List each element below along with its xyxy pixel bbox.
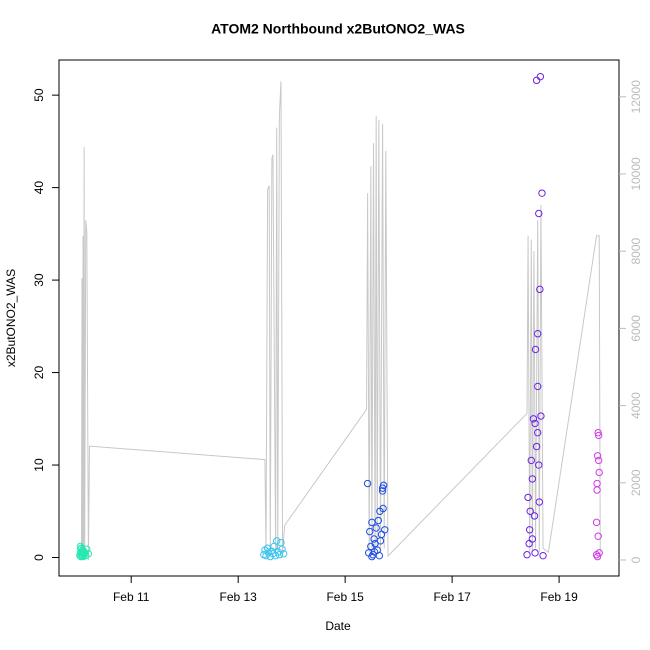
data-point: [523, 551, 531, 559]
data-point: [536, 285, 544, 294]
data-point: [527, 456, 535, 465]
data-point: [379, 504, 387, 513]
data-point: [272, 537, 281, 545]
data-point: [531, 345, 540, 354]
data-point: [537, 412, 545, 420]
data-point: [532, 442, 541, 451]
x-tick-label: Feb 17: [433, 590, 471, 604]
y-tick-label: 40: [32, 181, 46, 195]
y-tick-label: 0: [32, 554, 46, 561]
data-point: [375, 551, 384, 560]
y-tick-label: 30: [32, 273, 46, 287]
data-point: [594, 532, 602, 540]
y2-tick-label: 4000: [629, 392, 643, 419]
data-point: [526, 507, 534, 515]
data-point: [370, 535, 378, 543]
altitude-line: [80, 81, 601, 560]
data-point: [595, 468, 603, 477]
data-point: [534, 428, 542, 437]
y-tick-label: 10: [32, 458, 46, 472]
data-point: [525, 526, 534, 534]
data-point: [538, 189, 546, 197]
data-point: [368, 518, 376, 527]
data-point: [594, 431, 603, 440]
data-point: [84, 550, 93, 558]
y-axis-label: x2ButONO2_WAS: [4, 269, 18, 367]
data-point: [535, 209, 543, 218]
y2-tick-label: 2000: [629, 469, 643, 496]
data-point: [379, 481, 388, 490]
data-point: [536, 72, 545, 81]
data-point: [524, 493, 532, 502]
data-point: [531, 419, 539, 428]
data-point: [528, 535, 537, 543]
data-point: [528, 475, 537, 483]
data-point: [593, 479, 601, 488]
data-point: [531, 549, 539, 557]
data-point: [534, 330, 542, 338]
data-point: [595, 549, 603, 557]
data-point: [534, 382, 542, 391]
data-point: [279, 550, 288, 558]
data-point: [381, 526, 389, 534]
y2-tick-label: 8000: [629, 238, 643, 265]
chart-title: ATOM2 Northbound x2ButONO2_WAS: [211, 21, 465, 37]
plot-frame: [58, 59, 620, 577]
data-point: [535, 498, 544, 506]
data-point: [378, 487, 387, 495]
y-tick-label: 50: [32, 88, 46, 102]
y2-tick-label: 6000: [629, 315, 643, 342]
data-point: [535, 461, 543, 469]
data-point: [529, 415, 538, 423]
data-point: [372, 524, 380, 532]
data-point: [530, 512, 539, 520]
data-point: [594, 456, 603, 465]
data-point: [374, 516, 383, 525]
y2-tick-label: 10000: [629, 157, 643, 191]
data-point: [593, 552, 602, 561]
data-point: [370, 548, 379, 556]
data-point: [363, 479, 372, 488]
data-point: [366, 527, 374, 536]
y-tick-label: 20: [32, 366, 46, 380]
data-point: [593, 486, 601, 494]
data-point: [83, 545, 91, 553]
data-point: [592, 518, 601, 527]
x-tick-label: Feb 11: [113, 590, 150, 604]
y2-tick-label: 12000: [629, 80, 643, 114]
data-point: [593, 452, 602, 460]
data-point: [539, 551, 547, 560]
x-tick-label: Feb 19: [540, 590, 578, 604]
data-point: [594, 428, 602, 437]
y2-tick-label: 0: [629, 556, 643, 563]
x-tick-label: Feb 13: [219, 590, 257, 604]
data-point: [532, 76, 541, 85]
data-point: [278, 545, 286, 553]
x-axis-label: Date: [325, 619, 351, 633]
x-tick-label: Feb 15: [326, 590, 364, 604]
